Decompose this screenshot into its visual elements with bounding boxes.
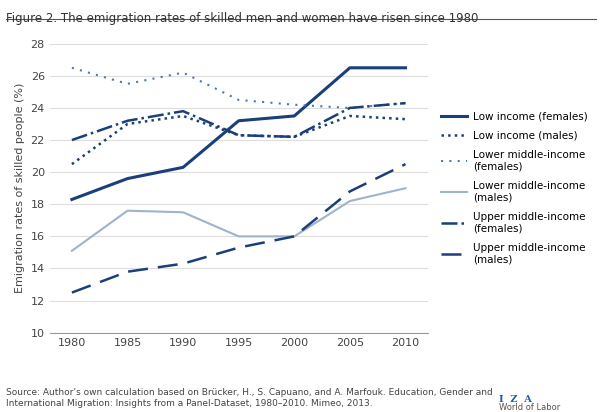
Legend: Low income (females), Low income (males), Lower middle-income
(females), Lower m: Low income (females), Low income (males)…	[437, 108, 592, 269]
Text: Figure 2. The emigration rates of skilled men and women have risen since 1980: Figure 2. The emigration rates of skille…	[6, 12, 478, 26]
Text: Source: Author’s own calculation based on Brücker, H., S. Capuano, and A. Marfou: Source: Author’s own calculation based o…	[6, 389, 493, 408]
Y-axis label: Emigration rates of skilled people (%): Emigration rates of skilled people (%)	[15, 83, 25, 293]
Text: I  Z  A: I Z A	[499, 395, 531, 404]
Text: World of Labor: World of Labor	[499, 403, 560, 412]
